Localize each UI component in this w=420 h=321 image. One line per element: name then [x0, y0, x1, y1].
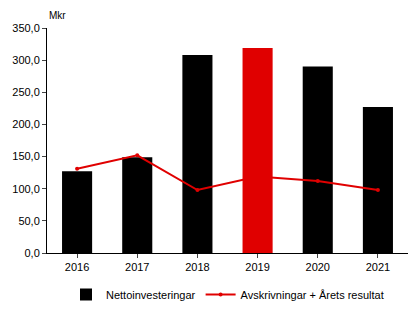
svg-text:50,0: 50,0	[18, 215, 39, 227]
svg-text:Avskrivningar + Årets resultat: Avskrivningar + Årets resultat	[241, 289, 384, 301]
svg-text:250,0: 250,0	[12, 86, 40, 98]
svg-text:300,0: 300,0	[12, 54, 40, 66]
svg-text:350,0: 350,0	[12, 22, 40, 34]
svg-text:0,0: 0,0	[25, 247, 40, 259]
svg-text:Mkr: Mkr	[49, 10, 66, 21]
svg-text:2021: 2021	[366, 261, 390, 273]
svg-text:2019: 2019	[245, 261, 269, 273]
svg-text:2016: 2016	[65, 261, 89, 273]
svg-text:100,0: 100,0	[12, 183, 40, 195]
svg-text:150,0: 150,0	[12, 150, 40, 162]
svg-text:2018: 2018	[185, 261, 209, 273]
svg-text:Nettoinvesteringar: Nettoinvesteringar	[106, 289, 196, 301]
svg-text:2017: 2017	[125, 261, 149, 273]
svg-text:2020: 2020	[306, 261, 330, 273]
svg-text:200,0: 200,0	[12, 118, 40, 130]
